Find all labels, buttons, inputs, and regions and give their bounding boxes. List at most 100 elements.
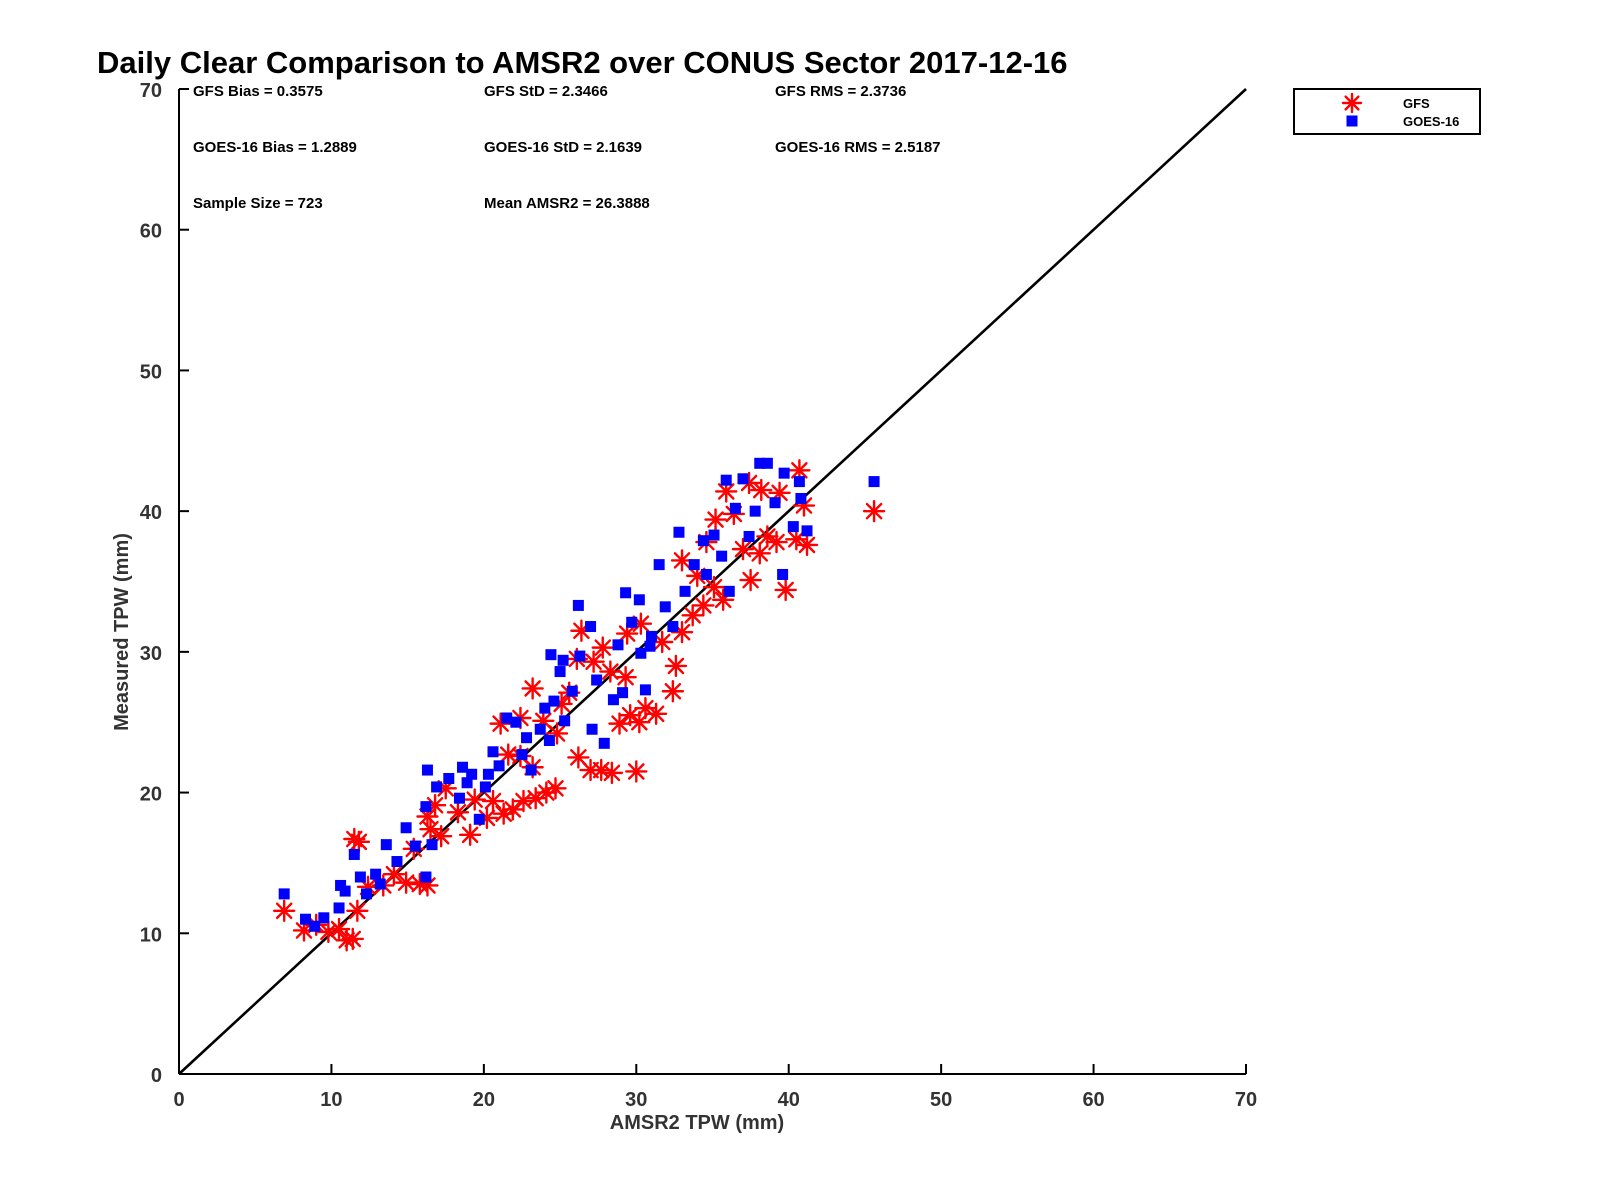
data-point-goes-16 — [679, 585, 691, 597]
data-point-goes-16 — [612, 639, 624, 651]
data-point-goes-16 — [737, 473, 749, 485]
data-point-goes-16 — [420, 801, 432, 813]
data-point-goes-16 — [566, 685, 578, 697]
data-point-gfs — [599, 660, 622, 683]
data-point-gfs — [795, 533, 819, 557]
data-point-gfs — [544, 777, 567, 800]
stat-annotation: GOES-16 RMS = 2.5187 — [775, 139, 941, 156]
data-point-goes-16 — [644, 640, 656, 652]
data-point-gfs — [664, 654, 688, 678]
x-tick-label: 70 — [1235, 1089, 1257, 1111]
data-point-goes-16 — [778, 467, 790, 479]
data-point-goes-16 — [348, 848, 360, 860]
y-tick-label: 20 — [140, 784, 162, 806]
series-goes-16 — [278, 457, 880, 932]
data-point-goes-16 — [667, 621, 679, 633]
data-point-goes-16 — [318, 912, 330, 924]
data-point-gfs — [739, 568, 762, 592]
legend-box — [1293, 88, 1481, 135]
y-tick-label: 10 — [140, 924, 162, 946]
data-point-goes-16 — [708, 529, 720, 541]
data-point-goes-16 — [801, 525, 813, 537]
data-point-goes-16 — [360, 888, 372, 900]
data-point-goes-16 — [574, 650, 586, 662]
data-point-goes-16 — [639, 684, 651, 696]
data-point-goes-16 — [278, 888, 290, 900]
data-point-gfs — [327, 917, 351, 941]
data-point-gfs — [341, 927, 364, 951]
stat-annotation: GOES-16 Bias = 1.2889 — [193, 139, 357, 156]
data-point-goes-16 — [380, 839, 392, 851]
data-point-goes-16 — [339, 885, 351, 897]
data-point-goes-16 — [493, 760, 505, 772]
data-point-goes-16 — [598, 737, 610, 749]
y-tick-label: 50 — [140, 361, 162, 383]
x-tick-label: 30 — [625, 1089, 647, 1111]
data-point-goes-16 — [516, 749, 528, 761]
data-point-gfs — [600, 761, 624, 785]
data-point-gfs — [346, 899, 369, 922]
chart-title: Daily Clear Comparison to AMSR2 over CON… — [97, 45, 1068, 80]
data-point-gfs — [618, 703, 642, 727]
data-point-gfs — [521, 677, 544, 700]
x-tick-label: 60 — [1082, 1089, 1104, 1111]
data-point-goes-16 — [572, 599, 584, 611]
stat-annotation: Mean AMSR2 = 26.3888 — [484, 195, 650, 212]
data-point-gfs — [497, 743, 520, 766]
y-tick-label: 0 — [151, 1065, 162, 1087]
data-point-goes-16 — [646, 630, 658, 642]
y-axis-ticks: 0 10 20 30 40 50 60 70 — [140, 80, 189, 1087]
data-point-gfs — [634, 696, 657, 720]
data-point-goes-16 — [635, 647, 647, 659]
data-point-goes-16 — [585, 621, 597, 633]
y-axis-label: Measured TPW (mm) — [111, 533, 133, 731]
data-point-goes-16 — [309, 920, 321, 932]
data-point-goes-16 — [501, 712, 513, 724]
data-point-goes-16 — [525, 764, 537, 776]
x-tick-label: 10 — [320, 1089, 342, 1111]
data-point-goes-16 — [333, 902, 345, 914]
data-point-goes-16 — [431, 781, 443, 793]
data-point-goes-16 — [633, 594, 645, 606]
data-point-gfs — [463, 788, 486, 811]
data-point-goes-16 — [793, 476, 805, 488]
data-point-goes-16 — [539, 702, 551, 714]
data-point-goes-16 — [391, 856, 403, 868]
data-point-goes-16 — [688, 559, 700, 571]
data-point-gfs — [591, 636, 614, 659]
legend-label: GOES-16 — [1403, 114, 1459, 129]
legend-marker — [1346, 115, 1358, 127]
data-point-goes-16 — [457, 761, 469, 773]
legend-items: GFS GOES-16 — [1341, 92, 1459, 129]
data-point-goes-16 — [461, 777, 473, 789]
data-point-goes-16 — [482, 768, 494, 780]
x-axis-ticks: 0 10 20 30 40 50 60 70 — [173, 1064, 1257, 1111]
data-point-gfs — [582, 650, 605, 673]
data-point-goes-16 — [720, 474, 732, 486]
x-tick-label: 0 — [173, 1089, 184, 1111]
data-point-goes-16 — [761, 457, 773, 469]
data-point-gfs — [501, 798, 525, 821]
stat-annotation: GFS RMS = 2.3736 — [775, 83, 906, 100]
data-point-goes-16 — [400, 822, 412, 834]
data-point-goes-16 — [754, 457, 766, 469]
data-point-goes-16 — [620, 587, 632, 599]
data-point-goes-16 — [729, 502, 741, 514]
data-point-gfs — [650, 630, 674, 654]
data-point-goes-16 — [769, 497, 781, 509]
data-point-goes-16 — [473, 813, 485, 825]
data-point-goes-16 — [795, 492, 807, 504]
data-point-goes-16 — [617, 687, 629, 699]
y-tick-label: 70 — [140, 80, 162, 102]
data-point-goes-16 — [466, 768, 478, 780]
data-point-gfs — [608, 712, 631, 735]
data-point-gfs — [715, 480, 738, 503]
legend-marker — [1341, 92, 1363, 114]
data-point-goes-16 — [591, 674, 603, 686]
stat-annotation: GOES-16 StD = 2.1639 — [484, 139, 642, 156]
data-point-goes-16 — [426, 839, 438, 851]
data-point-gfs — [394, 871, 418, 894]
data-point-goes-16 — [723, 585, 735, 597]
data-point-goes-16 — [743, 530, 755, 542]
